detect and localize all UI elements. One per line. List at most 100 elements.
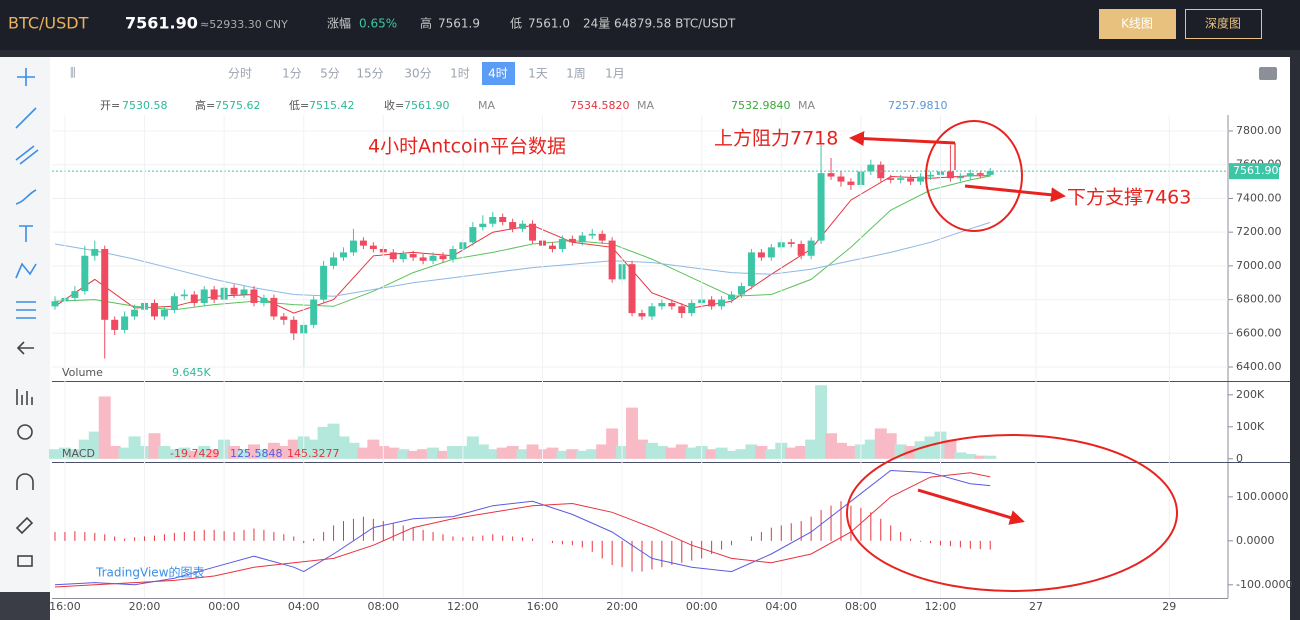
legend-high: 7575.62 <box>215 99 261 112</box>
interval[interactable]: 1时 <box>450 67 470 81</box>
sidebar-icons <box>15 68 39 567</box>
candle-body <box>320 265 328 300</box>
macd-legend-hist: -19.7429 <box>170 447 219 460</box>
interval[interactable]: 15分 <box>356 67 383 81</box>
candle-body <box>469 227 477 243</box>
candle-body <box>310 299 318 325</box>
volume-bar <box>626 407 639 459</box>
volume-bar <box>486 449 499 459</box>
depth-button[interactable] <box>1185 9 1262 39</box>
candle-body <box>399 254 407 260</box>
volume-bar <box>516 449 529 459</box>
candle-body <box>747 252 755 287</box>
kline-button[interactable] <box>1099 9 1176 39</box>
x-tick-label: 29 <box>1162 600 1176 613</box>
candle-body <box>210 289 218 300</box>
volume-bar <box>546 447 559 459</box>
interval[interactable]: 4时 <box>488 67 508 81</box>
legend-open-label: 开= <box>100 99 120 112</box>
volume-bar <box>437 450 450 459</box>
volume-bar <box>874 428 887 459</box>
volume-bar <box>78 439 91 459</box>
camera-icon[interactable] <box>1259 67 1277 80</box>
y-tick-label: 100K <box>1236 420 1265 433</box>
y-tick-label: 0 <box>1236 452 1243 465</box>
candle-body <box>529 223 537 241</box>
volume-bar <box>864 439 877 459</box>
volume-bar <box>158 446 171 459</box>
candle-body <box>330 257 338 266</box>
interval[interactable]: 1月 <box>605 67 625 81</box>
interval[interactable]: 1分 <box>282 67 302 81</box>
y-tick-label: 200K <box>1236 388 1265 401</box>
volume-bar <box>745 444 758 459</box>
volume-bar <box>496 447 509 459</box>
depth-button-label[interactable]: 深度图 <box>1205 16 1241 31</box>
legend-ma: 7532.9840 <box>731 99 791 112</box>
x-tick-label: 27 <box>1029 600 1043 613</box>
candle-body <box>847 181 855 185</box>
candle-body <box>449 249 457 260</box>
candle-body <box>757 252 765 258</box>
candle-body <box>509 222 517 229</box>
candle-body <box>489 216 497 224</box>
candle-body <box>270 297 278 317</box>
interval[interactable]: 1周 <box>566 67 586 81</box>
candle-body <box>499 216 507 223</box>
interval[interactable]: 1天 <box>528 67 548 81</box>
candle-body <box>260 297 268 303</box>
interval[interactable]: 分时 <box>228 67 252 81</box>
interval-active[interactable] <box>482 62 515 85</box>
candle-body <box>548 245 556 250</box>
candle-body <box>986 171 994 175</box>
volume-bar <box>914 441 927 459</box>
candle-body <box>439 255 447 260</box>
candle-body <box>160 309 168 317</box>
candle-body <box>340 252 348 258</box>
candle-body <box>797 243 805 256</box>
volume-bar <box>427 447 440 459</box>
candle-body <box>170 296 178 310</box>
candle-body <box>429 255 437 261</box>
volume-bar <box>944 439 957 459</box>
volume-bar <box>974 455 987 459</box>
volume-bar <box>337 436 350 459</box>
candle-body <box>767 247 775 258</box>
volume-bar <box>178 447 191 459</box>
volume-bar <box>128 436 141 459</box>
volume-bar <box>357 447 370 459</box>
candle-body <box>807 240 815 256</box>
candle-body <box>91 249 99 256</box>
candle-body <box>359 240 367 246</box>
volume-bar <box>118 447 131 459</box>
interval[interactable]: 5分 <box>320 67 340 81</box>
candle-body <box>688 302 696 314</box>
volume-bar <box>924 436 937 459</box>
interval[interactable]: 30分 <box>404 67 431 81</box>
candle-body <box>608 240 616 280</box>
candle-body <box>817 173 825 241</box>
candle-body <box>250 289 258 303</box>
volume-bar <box>705 449 718 459</box>
toolbar: 分时 1分 5分 15分 30分 1时 4时 1天 1周 1月 <box>228 62 625 85</box>
volume-bar <box>844 446 857 459</box>
kline-button-label[interactable]: K线图 <box>1121 17 1153 31</box>
x-tick-label: 12:00 <box>925 600 957 613</box>
candle-body <box>917 176 925 182</box>
x-tick-label: 08:00 <box>367 600 399 613</box>
watermark: TradingView的图表 <box>95 565 205 580</box>
candle-body <box>648 306 656 317</box>
macd-legend-dea: 145.3277 <box>287 447 340 460</box>
volume-bar <box>417 449 430 459</box>
candle-body <box>737 286 745 295</box>
change: 0.65% <box>359 17 397 31</box>
volume-bar <box>815 385 828 459</box>
volume-bar <box>208 449 221 459</box>
volume-bar <box>566 449 579 459</box>
candle-body <box>419 257 427 261</box>
volume-bar <box>735 449 748 459</box>
scroll-strip <box>1290 57 1300 620</box>
sidebar <box>0 57 50 620</box>
legend-ma-label: MA <box>798 99 815 112</box>
candle-body <box>728 294 736 300</box>
